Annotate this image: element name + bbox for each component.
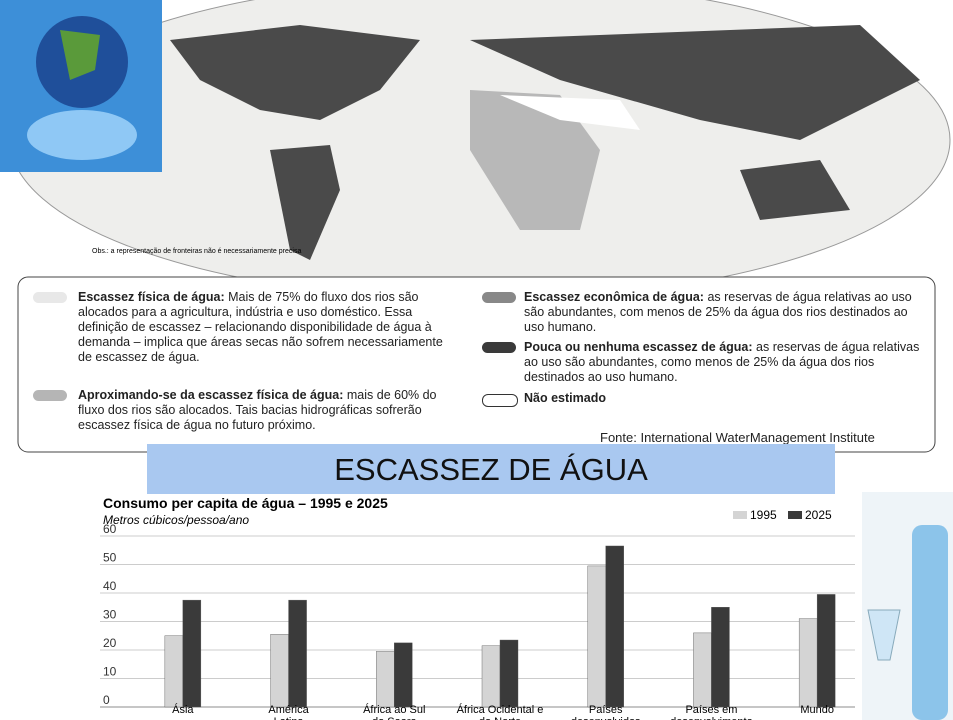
x-tick-label-line: África Ocidental e xyxy=(457,703,544,716)
bottle xyxy=(912,525,948,720)
chart-subtitle: Metros cúbicos/pessoa/ano xyxy=(103,513,249,527)
bar xyxy=(271,634,289,707)
legend-swatch xyxy=(733,511,747,519)
y-tick-label: 0 xyxy=(103,693,110,707)
legend-item: Escassez econômica de água: as reservas … xyxy=(524,290,924,335)
chart-title: Consumo per capita de água – 1995 e 2025 xyxy=(103,495,388,511)
legend-label: Pouca ou nenhuma escassez de água: xyxy=(524,340,753,354)
legend-label: Aproximando-se da escassez física de águ… xyxy=(78,388,343,402)
x-tick-label: África ao Suldo Saara xyxy=(363,703,425,720)
legend-swatch xyxy=(788,511,802,519)
x-tick-label-line: do Saara xyxy=(372,716,418,720)
x-tick-label-line: do Norte xyxy=(479,716,521,720)
bar xyxy=(711,607,729,707)
x-tick-label: Paísesdesenvolvidos xyxy=(571,704,641,720)
bar xyxy=(289,600,307,707)
y-tick-label: 40 xyxy=(103,579,117,593)
legend-swatch xyxy=(33,292,67,303)
x-tick-label: Países emdesenvolvimento xyxy=(670,704,753,720)
x-tick-label: África Ocidental edo Norte xyxy=(457,703,544,720)
y-tick-label: 30 xyxy=(103,608,117,622)
legend-swatch xyxy=(482,292,516,303)
bar xyxy=(500,640,518,707)
legend-swatch xyxy=(482,394,518,407)
legend-item: Escassez física de água: Mais de 75% do … xyxy=(78,290,458,365)
x-tick-label-line: América xyxy=(268,704,309,716)
y-tick-label: 10 xyxy=(103,665,117,679)
x-tick-label-line: Ásia xyxy=(172,703,194,716)
x-tick-label-line: África ao Sul xyxy=(363,703,425,716)
bar xyxy=(165,636,183,707)
legend-item: Pouca ou nenhuma escassez de água: as re… xyxy=(524,340,924,385)
y-tick-label: 60 xyxy=(103,522,117,536)
slide: Obs.: a representação de fronteiras não … xyxy=(0,0,953,720)
x-tick-label-line: desenvolvidos xyxy=(571,716,641,720)
legend-item: Aproximando-se da escassez física de águ… xyxy=(78,388,458,433)
y-tick-label: 20 xyxy=(103,636,117,650)
y-tick-label: 50 xyxy=(103,551,117,565)
bar xyxy=(817,594,835,707)
legend-swatch xyxy=(33,390,67,401)
x-tick-label-line: Países em xyxy=(685,704,737,716)
bar xyxy=(482,646,500,707)
map-note: Obs.: a representação de fronteiras não … xyxy=(92,248,301,255)
bar xyxy=(183,600,201,707)
legend-source: Fonte: International WaterManagement Ins… xyxy=(600,430,875,445)
x-tick-label-line: desenvolvimento xyxy=(670,716,753,720)
legend-label: Escassez econômica de água: xyxy=(524,290,704,304)
slide-title: ESCASSEZ DE ÁGUA xyxy=(147,444,835,494)
water-splash xyxy=(27,110,137,160)
legend-item: Não estimado xyxy=(524,391,924,406)
bar xyxy=(588,566,606,707)
x-tick-label: Mundo xyxy=(800,704,834,716)
bar xyxy=(693,633,711,707)
bar xyxy=(394,643,412,707)
x-tick-label-line: Mundo xyxy=(800,704,834,716)
x-tick-label: Ásia xyxy=(172,703,194,716)
legend-label: Não estimado xyxy=(524,391,606,405)
legend-label: 1995 xyxy=(750,508,777,522)
x-tick-label-line: Países xyxy=(589,704,623,716)
legend-label: 2025 xyxy=(805,508,832,522)
legend-label: Escassez física de água: xyxy=(78,290,225,304)
x-tick-label-line: Latina xyxy=(274,716,305,720)
bar xyxy=(606,546,624,707)
bar xyxy=(376,651,394,707)
legend-swatch xyxy=(482,342,516,353)
bar xyxy=(799,619,817,707)
x-tick-label: AméricaLatina xyxy=(268,704,309,720)
